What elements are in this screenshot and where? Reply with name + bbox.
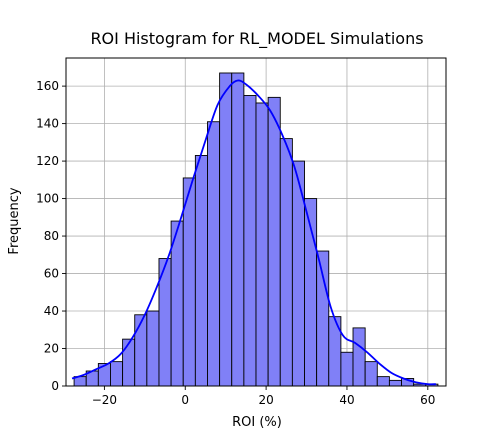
x-tick-label: −20 (92, 393, 117, 407)
histogram-bar (146, 310, 160, 387)
histogram-bar (340, 351, 354, 387)
x-axis-ticks: −20 0 20 40 60 (92, 386, 435, 407)
histogram-bar (364, 361, 378, 387)
y-tick-label: 100 (36, 192, 59, 206)
histogram-bar (243, 95, 257, 387)
chart-title: ROI Histogram for RL_MODEL Simulations (90, 29, 423, 49)
histogram-bar (316, 250, 330, 387)
histogram-bar (267, 96, 281, 387)
y-axis-label: Frequency (7, 187, 22, 254)
histogram-bar (219, 72, 233, 387)
kde-curve (71, 79, 436, 386)
histogram-bar (194, 155, 208, 387)
y-tick-label: 140 (36, 117, 59, 131)
histogram-bar (110, 361, 124, 387)
histogram-bar (122, 338, 136, 387)
x-tick-label: 0 (181, 393, 189, 407)
histogram-bar (207, 121, 221, 387)
x-tick-label: 60 (420, 393, 435, 407)
histogram-bars (73, 72, 439, 387)
histogram-bar (255, 102, 269, 387)
x-axis-label: ROI (%) (232, 415, 282, 430)
y-tick-label: 80 (44, 229, 59, 243)
x-tick-label: 40 (339, 393, 354, 407)
histogram-bar (182, 177, 196, 387)
histogram-bar (279, 138, 293, 387)
plot-frame (65, 57, 447, 387)
y-axis-ticks: 0 20 40 60 80 100 120 140 160 (36, 79, 66, 393)
histogram-bar (388, 379, 402, 387)
histogram-bar (134, 314, 148, 387)
y-tick-label: 20 (44, 342, 59, 356)
y-tick-label: 40 (44, 304, 59, 318)
y-tick-label: 0 (51, 379, 59, 393)
x-tick-label: 20 (258, 393, 273, 407)
y-tick-label: 60 (44, 267, 59, 281)
y-tick-label: 120 (36, 154, 59, 168)
histogram-bar (231, 72, 245, 387)
histogram-bar (352, 327, 366, 387)
y-tick-label: 160 (36, 79, 59, 93)
histogram-bar (376, 376, 390, 387)
